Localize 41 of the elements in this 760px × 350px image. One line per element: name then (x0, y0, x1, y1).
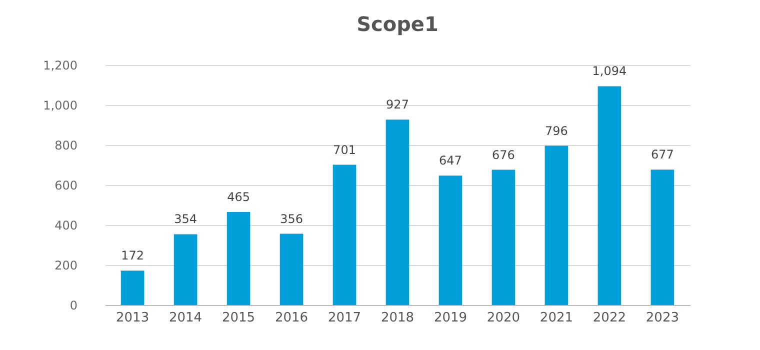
data-label: 465 (227, 190, 250, 204)
chart-title: Scope1 (356, 12, 438, 36)
x-tick-label: 2016 (274, 310, 308, 326)
bar (598, 86, 622, 305)
bar (120, 270, 144, 305)
data-label: 354 (174, 212, 197, 226)
bar (544, 146, 568, 305)
data-label: 677 (650, 148, 674, 162)
x-tick-label: 2015 (222, 310, 256, 326)
data-label: 676 (492, 148, 515, 162)
data-label: 796 (545, 124, 568, 138)
data-label: 1,094 (592, 64, 627, 78)
x-tick-label: 2023 (646, 310, 679, 326)
bar (492, 170, 516, 305)
bar (280, 234, 304, 305)
data-label: 172 (121, 248, 144, 263)
y-tick-label: 0 (70, 298, 78, 312)
x-tick-label: 2017 (328, 310, 362, 326)
data-label: 647 (439, 154, 462, 168)
data-label: 356 (280, 212, 303, 226)
data-label: 927 (386, 98, 409, 112)
y-tick-label: 200 (54, 258, 78, 272)
y-tick-label: 1,000 (43, 98, 78, 112)
y-tick-label: 800 (54, 138, 78, 152)
x-tick-label: 2021 (540, 310, 574, 326)
y-tick-label: 600 (54, 178, 78, 192)
bar (174, 234, 198, 305)
bar (332, 164, 356, 305)
x-tick-label: 2013 (116, 310, 150, 326)
bar (386, 120, 410, 305)
data-label: 701 (333, 142, 356, 157)
bar (650, 170, 674, 305)
bar (226, 212, 250, 305)
x-tick-label: 2018 (380, 310, 414, 326)
x-tick-label: 2014 (168, 310, 202, 326)
x-tick-label: 2019 (434, 310, 468, 326)
x-tick-label: 2020 (486, 310, 520, 326)
bar (438, 176, 462, 305)
x-tick-label: 2022 (592, 310, 626, 326)
y-tick-label: 400 (54, 218, 78, 232)
y-tick-label: 1,200 (43, 58, 78, 72)
